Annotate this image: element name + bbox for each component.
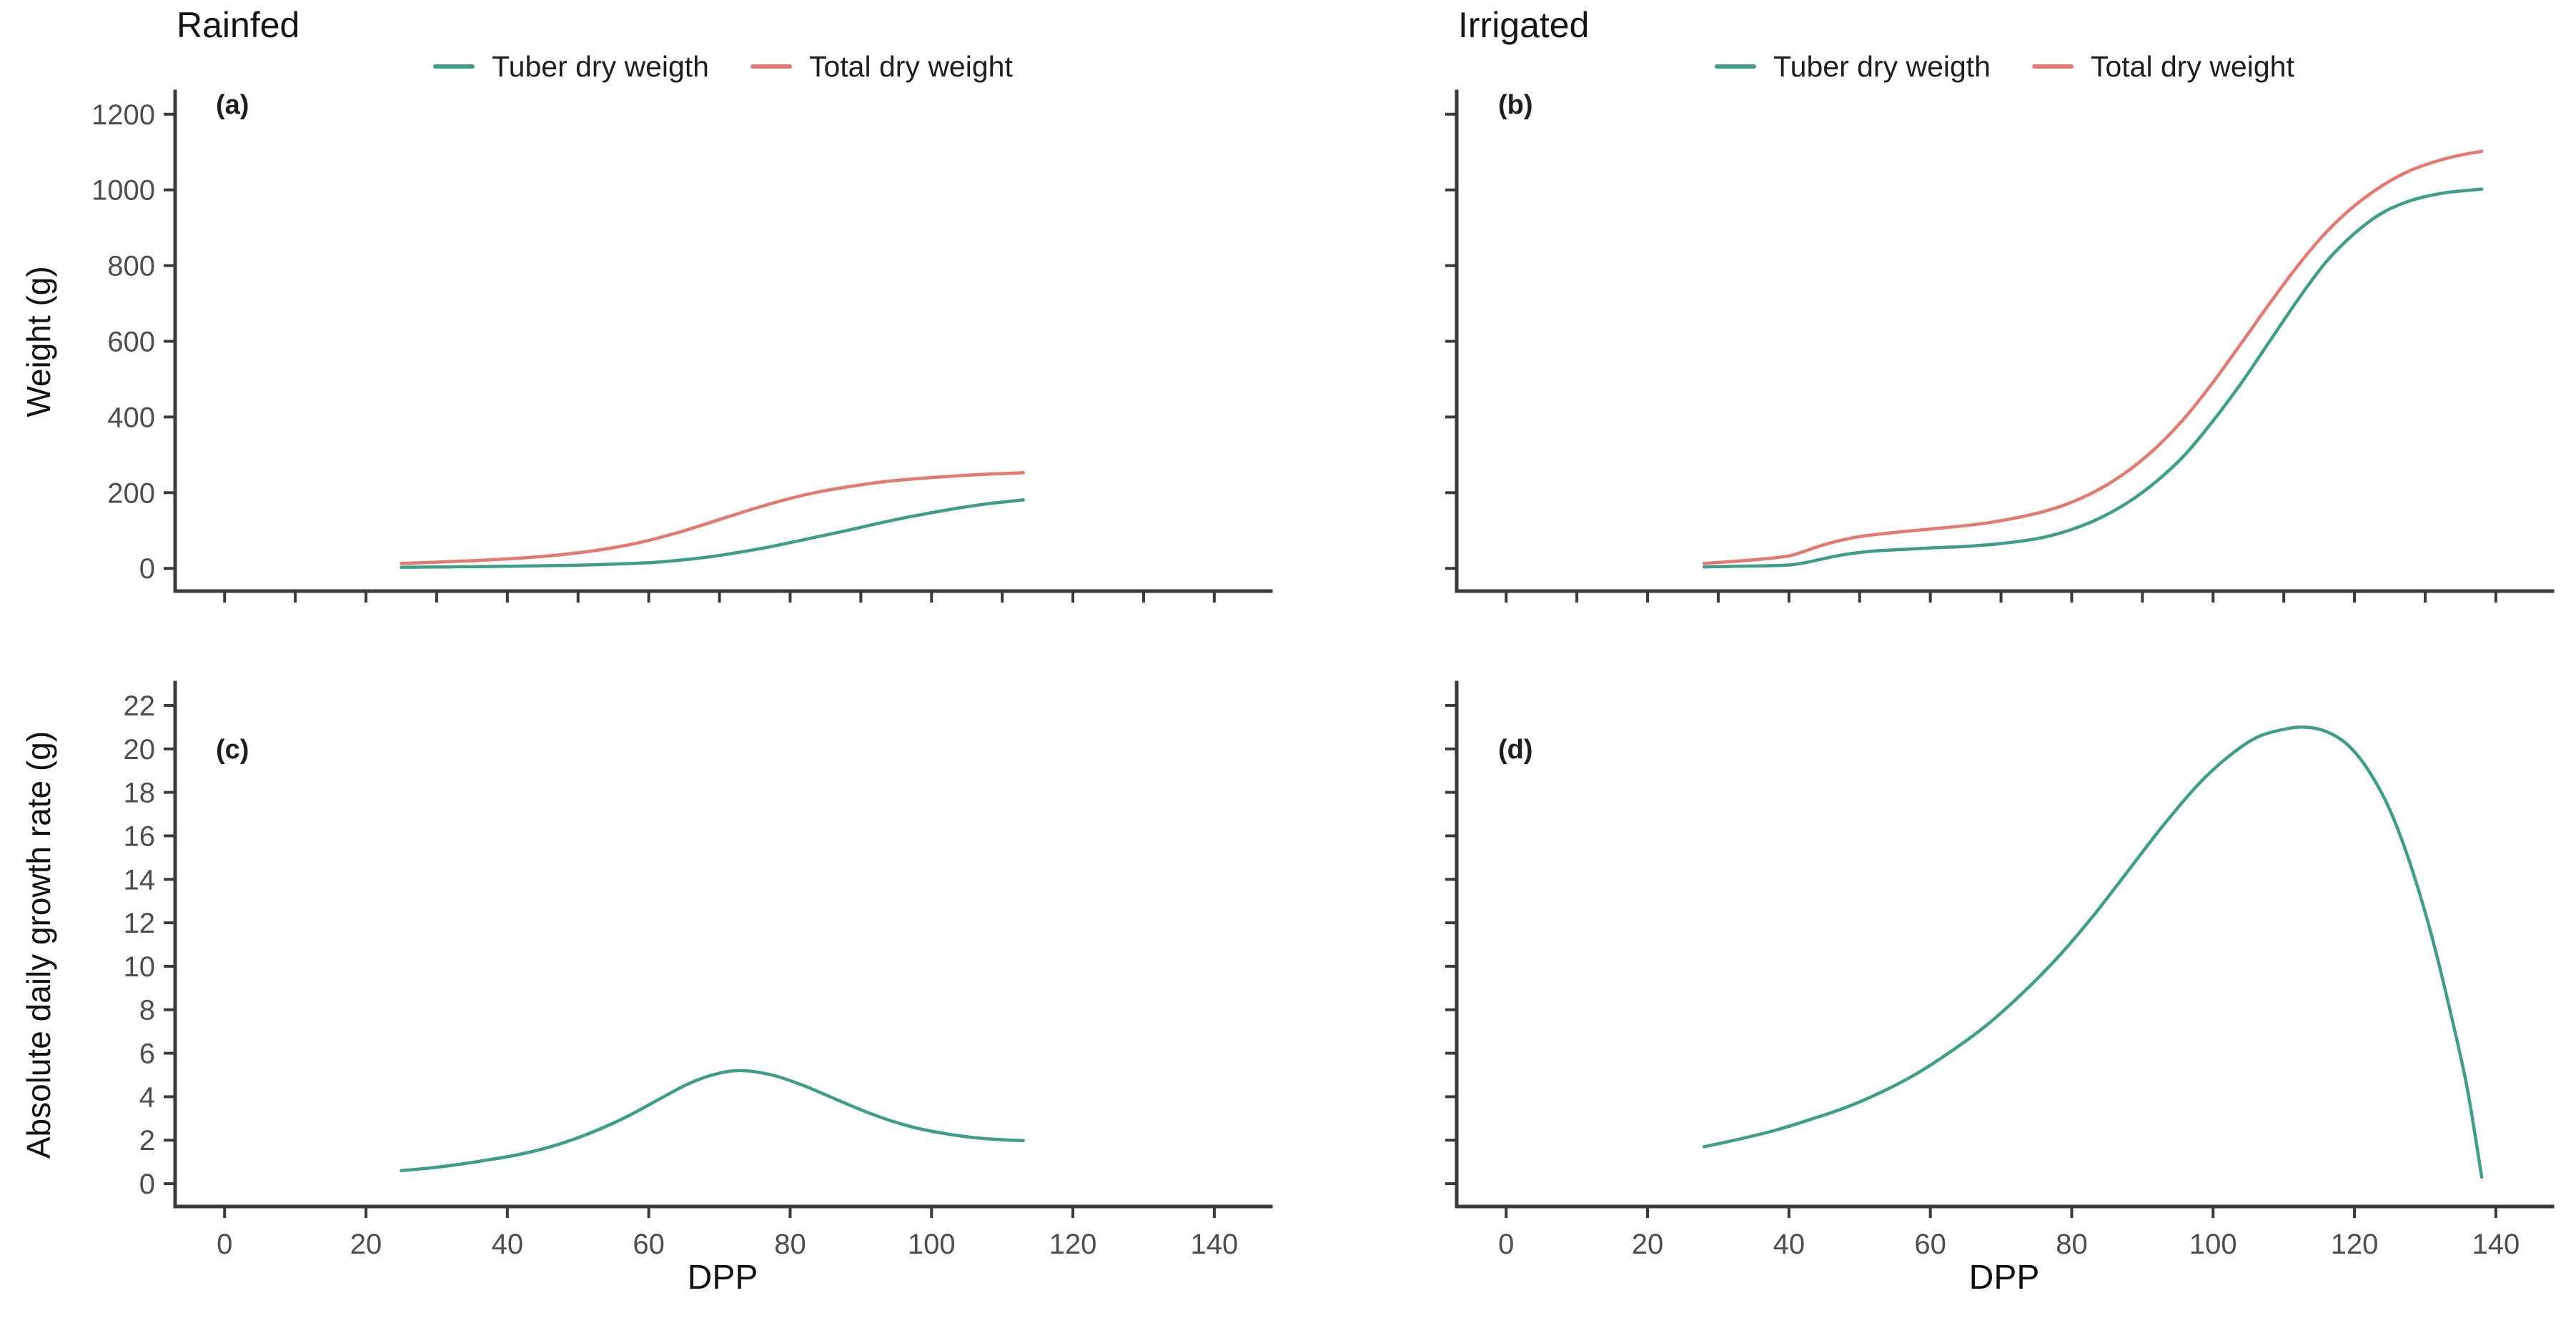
y-tick-label-a-600: 600: [107, 327, 155, 358]
y-tick-label-a-0: 0: [139, 553, 155, 585]
tuber-line-swatch-icon: [433, 64, 475, 69]
axes-panel-d: [1455, 680, 2555, 1209]
legend-irrigated: Tuber dry weigth Total dry weight: [1457, 46, 2552, 87]
legend-rainfed: Tuber dry weigth Total dry weight: [175, 46, 1271, 87]
x-tick-label-d-40: 40: [1773, 1229, 1805, 1260]
y-tick-label-c-6: 6: [139, 1039, 155, 1070]
y-tick-label-c-14: 14: [124, 864, 156, 896]
panel-label-a: (a): [216, 90, 249, 120]
series-tuber-dry-weigth-panel-d: [1702, 725, 2484, 1179]
x-tick-label-c-20: 20: [350, 1229, 382, 1260]
x-tick-label-c-60: 60: [633, 1229, 665, 1260]
x-tick-label-c-120: 120: [1049, 1229, 1097, 1260]
x-tick-label-d-0: 0: [1498, 1229, 1514, 1260]
y-tick-label-c-2: 2: [139, 1125, 155, 1156]
y-tick-label-c-4: 4: [139, 1081, 155, 1113]
panel-label-d: (d): [1498, 735, 1533, 765]
x-tick-label-d-20: 20: [1632, 1229, 1664, 1260]
x-axis-title-dpp-left: DPP: [687, 1259, 758, 1297]
series-total-dry-weight-panel-b: [1702, 149, 2484, 565]
y-tick-label-c-10: 10: [124, 951, 156, 983]
y-tick-label-c-12: 12: [124, 908, 156, 939]
x-tick-label-c-80: 80: [774, 1229, 806, 1260]
series-tuber-dry-weigth-panel-c: [400, 1069, 1026, 1173]
x-tick-label-d-140: 140: [2472, 1229, 2520, 1260]
legend-item-total: Total dry weight: [750, 50, 1013, 84]
legend-item-total: Total dry weight: [2031, 49, 2294, 84]
y-tick-label-a-1200: 1200: [91, 99, 155, 131]
panel-c: 0 2 4 6 8 10 12 14 16 18 20 22 0 20 40 60 80 100 120 140: [124, 680, 1273, 1260]
x-axis-title-dpp-right: DPP: [1968, 1259, 2040, 1297]
legend-label-total: Total dry weight: [808, 49, 1013, 83]
series-tuber-dry-weigth-panel-b: [1702, 187, 2484, 569]
y-tick-label-a-200: 200: [107, 477, 155, 509]
y-tick-label-a-800: 800: [107, 251, 155, 282]
y-tick-label-c-22: 22: [124, 690, 156, 722]
legend-label-tuber: Tuber dry weigth: [492, 49, 709, 83]
x-tick-label-d-60: 60: [1914, 1229, 1946, 1260]
column-title-irrigated: Irrigated: [1458, 5, 1590, 45]
legend-label-total: Total dry weight: [2090, 49, 2294, 83]
panel-b: [1445, 89, 2555, 603]
series-tuber-dry-weigth-panel-a: [400, 498, 1026, 569]
x-tick-label-c-0: 0: [217, 1229, 232, 1260]
legend-item-tuber: Tuber dry weigth: [1715, 50, 1991, 84]
total-line-swatch-icon: [2031, 64, 2074, 69]
y-tick-label-c-16: 16: [124, 821, 156, 852]
axes-panel-b: [1455, 89, 2555, 593]
panel-label-b: (b): [1498, 90, 1533, 120]
series-total-dry-weight-panel-a: [400, 471, 1026, 565]
y-tick-label-a-1000: 1000: [91, 175, 155, 207]
x-tick-label-d-120: 120: [2331, 1229, 2379, 1260]
axes-panel-c: [173, 680, 1273, 1209]
y-tick-label-c-0: 0: [139, 1169, 155, 1200]
panel-a: 0 200 400 600 800 1000 1200: [91, 89, 1273, 603]
panel-label-c: (c): [216, 735, 249, 765]
y-tick-label-a-400: 400: [107, 402, 155, 433]
tuber-line-swatch-icon: [1715, 64, 1757, 69]
x-tick-label-c-40: 40: [492, 1229, 524, 1260]
y-tick-label-c-20: 20: [124, 734, 156, 765]
x-tick-label-c-140: 140: [1191, 1229, 1239, 1260]
y-tick-label-c-8: 8: [139, 995, 155, 1026]
legend-label-tuber: Tuber dry weigth: [1773, 49, 1991, 83]
column-title-rainfed: Rainfed: [177, 5, 300, 45]
legend-item-tuber: Tuber dry weigth: [433, 50, 709, 84]
x-tick-label-d-80: 80: [2056, 1229, 2088, 1260]
y-tick-label-c-18: 18: [124, 778, 156, 809]
axes-panel-a: [173, 89, 1273, 593]
x-tick-label-c-100: 100: [908, 1229, 956, 1260]
panel-d: 0 20 40 60 80 100 120 140: [1445, 680, 2555, 1260]
x-tick-label-d-100: 100: [2189, 1229, 2237, 1260]
total-line-swatch-icon: [750, 64, 792, 69]
